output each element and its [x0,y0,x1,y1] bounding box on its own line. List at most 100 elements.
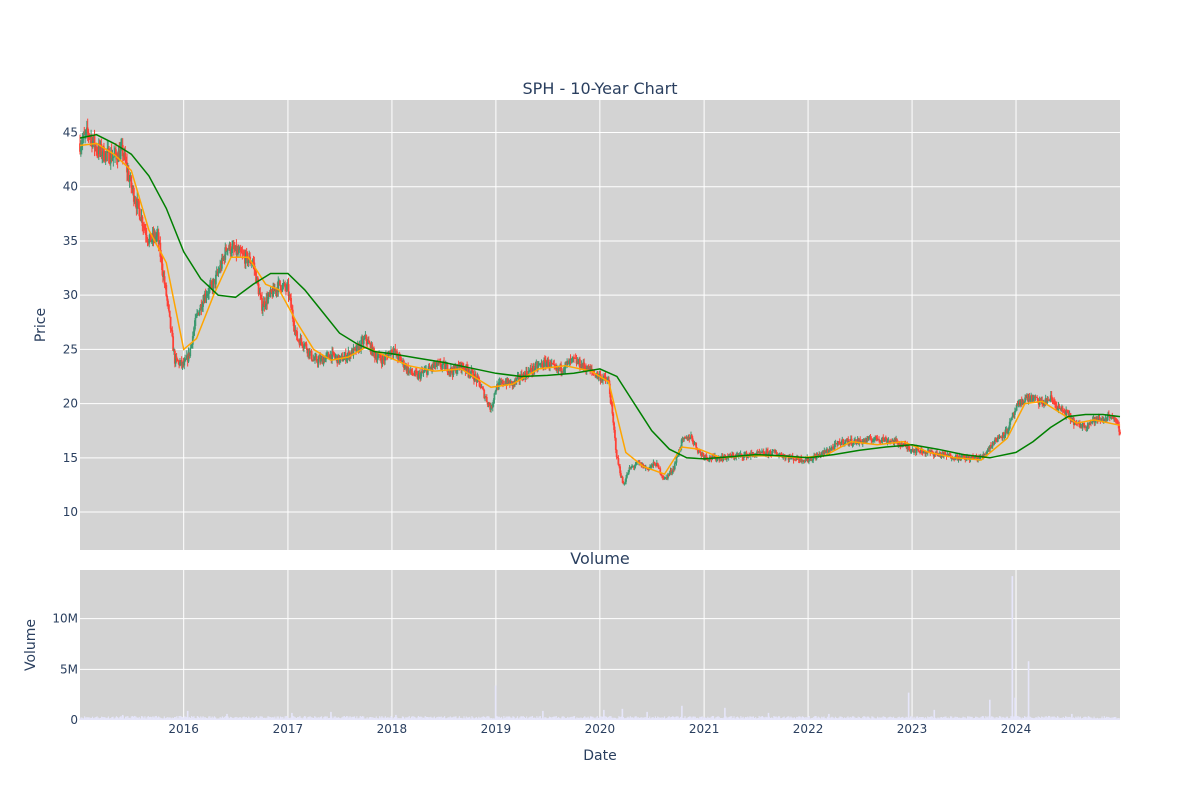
volume-bar [907,692,910,720]
volume-bar [1074,718,1076,720]
volume-bar [336,717,339,720]
volume-bar [210,717,212,720]
volume-bar [1083,716,1085,720]
candle-body [917,448,920,451]
volume-bar [512,716,514,720]
candle-body [172,336,175,351]
volume-bar [1054,717,1056,720]
volume-bar [494,718,496,720]
candle-body [516,375,519,379]
volume-bar [786,716,789,720]
candle-body [317,358,320,364]
volume-bar [600,716,602,720]
candle-body [390,349,392,356]
volume-bar [111,717,113,720]
volume-bar [145,718,147,720]
volume-bar [94,717,96,720]
volume-bar [703,716,705,720]
volume-bar [1106,716,1108,720]
volume-bar [406,717,408,720]
volume-bar [449,716,451,720]
volume-bar [563,716,565,720]
volume-bar [408,716,410,720]
candle-body [603,375,606,377]
candle-body [986,451,989,452]
volume-bar [576,717,578,720]
volume-bar [720,718,723,720]
volume-bar [123,718,126,720]
volume-bar [207,718,209,720]
volume-bar [454,716,456,720]
volume-bar [375,716,377,720]
candle-body [281,284,284,291]
volume-bar [1035,717,1037,720]
volume-bar [414,717,416,720]
candle-body [888,440,891,442]
candle-body [562,370,565,372]
volume-bar [151,717,153,720]
volume-bar [396,716,398,720]
volume-bar [126,716,128,720]
candle-body [353,347,356,349]
volume-bar [293,716,295,720]
volume-bar [332,718,334,720]
volume-bar [556,717,559,720]
volume-bar [780,718,782,720]
volume-bar [583,717,585,720]
volume-bar [249,717,251,720]
candle-body [136,199,139,209]
volume-bar [602,716,604,720]
volume-bar [1118,717,1120,720]
candle-body [407,366,410,374]
candle-body [1056,408,1059,410]
candle-body [635,462,638,466]
volume-bar [281,717,283,720]
candle-body [1043,402,1045,406]
candle-body [198,310,201,315]
volume-bar [1029,716,1031,720]
volume-bar [369,716,372,720]
volume-bar [818,717,821,720]
volume-bar [82,718,85,720]
candle-body [1066,410,1069,412]
candle-body [898,442,901,446]
volume-bar [850,717,852,720]
volume-bar [1084,716,1086,720]
candle-body [869,436,872,440]
candle-body [696,449,699,453]
volume-bar [450,717,453,720]
volume-bar [972,718,974,720]
volume-bar [503,715,505,720]
volume-bar [163,716,165,720]
volume-bar [310,717,312,720]
candle-body [583,362,586,368]
volume-bar [262,717,265,720]
volume-bar [1006,716,1009,720]
price-y-tick-label: 45 [63,126,78,140]
candle-body [119,150,122,161]
volume-bar [338,717,340,720]
volume-bar [279,716,282,720]
volume-bar [579,717,581,720]
volume-bar [1087,716,1089,720]
candle-body [392,351,395,355]
volume-bar [1109,717,1111,720]
candle-body [220,257,223,269]
volume-bar [497,716,499,720]
candle-body [518,375,521,381]
volume-bar [483,716,486,720]
candle-body [537,365,539,369]
candle-body [1106,416,1109,421]
volume-bar [854,717,856,720]
volume-bar [155,715,157,720]
candle-body [1055,405,1058,410]
volume-bar [709,717,711,720]
volume-bar [794,718,797,720]
volume-bar [638,717,641,720]
candle-body [1055,404,1057,406]
volume-bar [480,717,482,720]
candle-body [691,438,694,443]
volume-bar [681,705,683,720]
volume-bar [493,718,495,720]
volume-bar [915,716,917,720]
